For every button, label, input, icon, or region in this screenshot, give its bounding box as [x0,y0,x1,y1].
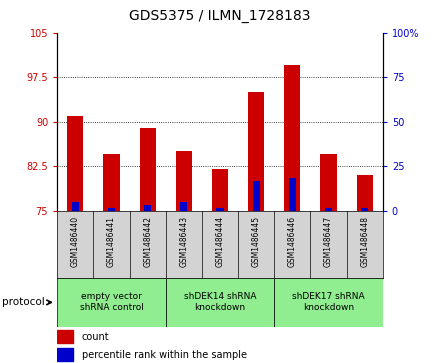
Bar [212,169,228,211]
Text: GSM1486444: GSM1486444 [216,216,224,267]
Text: GSM1486443: GSM1486443 [180,216,188,267]
Bar [57,278,166,327]
Text: protocol: protocol [2,297,45,307]
Text: GSM1486448: GSM1486448 [360,216,369,267]
Bar [72,201,79,211]
Bar [144,205,151,211]
Bar [356,175,373,211]
Bar [325,208,332,211]
Bar [289,178,296,211]
Bar [248,92,264,211]
Bar [103,154,120,211]
Text: shDEK17 shRNA
knockdown: shDEK17 shRNA knockdown [292,293,365,312]
Bar [176,151,192,211]
Bar [253,181,260,211]
Text: GSM1486445: GSM1486445 [252,216,260,267]
Text: GSM1486441: GSM1486441 [107,216,116,267]
Text: GSM1486440: GSM1486440 [71,216,80,267]
Bar [139,127,156,211]
Bar [67,116,84,211]
Bar [57,330,73,343]
Text: empty vector
shRNA control: empty vector shRNA control [80,293,143,312]
Bar [320,154,337,211]
Text: count: count [82,332,109,342]
Text: shDEK14 shRNA
knockdown: shDEK14 shRNA knockdown [184,293,256,312]
Text: GSM1486446: GSM1486446 [288,216,297,267]
Bar [216,208,224,211]
Bar [108,208,115,211]
Bar [361,208,368,211]
Bar [284,65,301,211]
Text: GDS5375 / ILMN_1728183: GDS5375 / ILMN_1728183 [129,9,311,23]
Bar [274,278,383,327]
Text: percentile rank within the sample: percentile rank within the sample [82,350,246,360]
Bar [166,278,274,327]
Bar [180,201,187,211]
Bar [57,348,73,361]
Text: GSM1486447: GSM1486447 [324,216,333,267]
Text: GSM1486442: GSM1486442 [143,216,152,267]
